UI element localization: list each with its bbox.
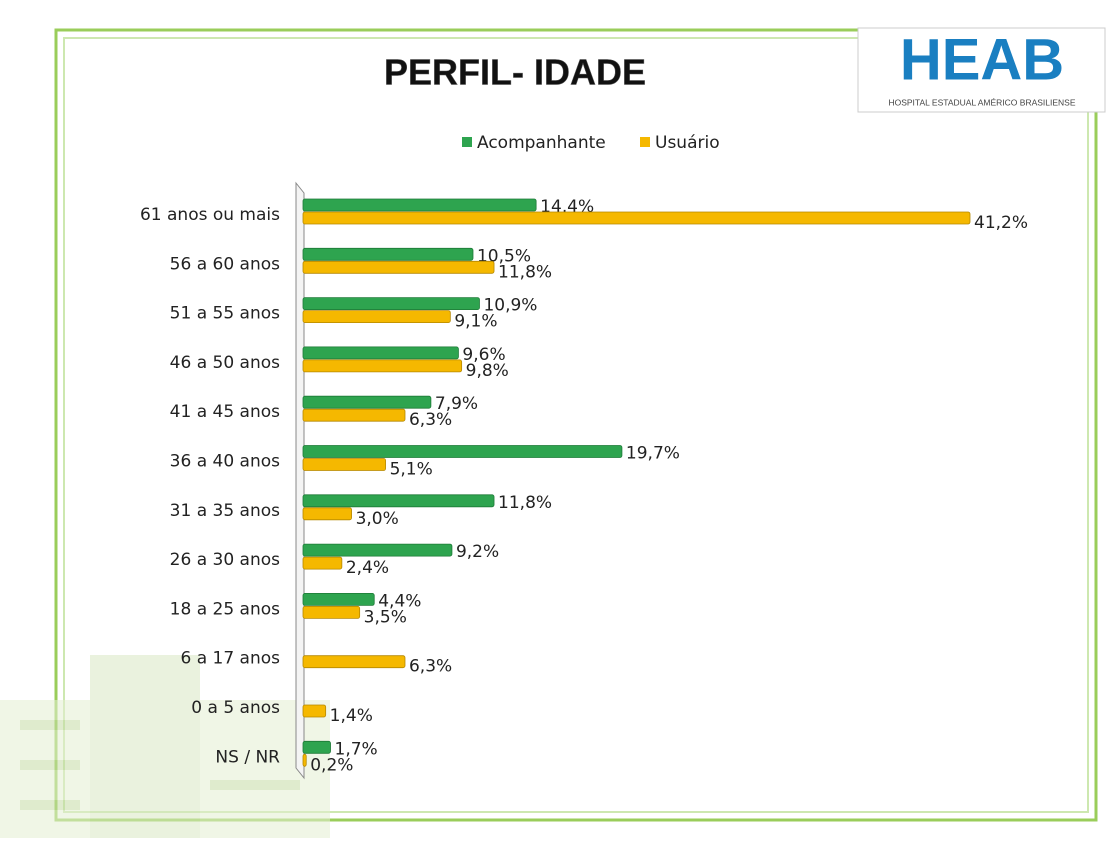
value-label: 3,0%: [356, 509, 399, 529]
value-label: 1,4%: [330, 706, 373, 726]
value-label: 11,8%: [498, 493, 552, 513]
bar: [303, 298, 479, 310]
value-label: 9,8%: [466, 361, 509, 381]
bar: [303, 199, 536, 211]
value-label: 5,1%: [390, 460, 433, 480]
y-tick-label: 46 a 50 anos: [170, 353, 280, 373]
bar: [303, 557, 342, 569]
y-tick-label: 36 a 40 anos: [170, 452, 280, 472]
building-window: [20, 760, 80, 770]
y-tick-label: 26 a 30 anos: [170, 550, 280, 570]
value-label: 6,3%: [409, 410, 452, 430]
value-label: 3,5%: [364, 607, 407, 627]
value-label: 6,3%: [409, 657, 452, 677]
bar: [303, 705, 326, 717]
building-window: [20, 800, 80, 810]
y-tick-label: NS / NR: [215, 747, 280, 767]
y-tick-label: 56 a 60 anos: [170, 254, 280, 274]
bar: [303, 212, 970, 224]
bar: [303, 311, 450, 323]
bar: [303, 459, 386, 471]
logo-text: HEAB: [900, 27, 1064, 92]
y-tick-label: 41 a 45 anos: [170, 402, 280, 422]
value-label: 2,4%: [346, 558, 389, 578]
bar: [303, 248, 473, 260]
bar: [303, 347, 458, 359]
bar: [303, 656, 405, 668]
bar: [303, 409, 405, 421]
legend-label: Acompanhante: [477, 133, 606, 153]
value-label: 0,2%: [310, 755, 353, 775]
bar: [303, 754, 306, 766]
bar: [303, 508, 352, 520]
building-window: [20, 720, 80, 730]
bar: [303, 606, 360, 618]
y-tick-label: 0 a 5 anos: [191, 698, 280, 718]
bar: [303, 544, 452, 556]
chart-title: PERFIL- IDADE: [384, 52, 646, 93]
value-label: 19,7%: [626, 444, 680, 464]
bar: [303, 446, 622, 458]
value-label: 9,2%: [456, 542, 499, 562]
y-tick-label: 51 a 55 anos: [170, 304, 280, 324]
legend-swatch: [640, 137, 650, 147]
slide: HEAB HOSPITAL ESTADUAL AMÉRICO BRASILIEN…: [0, 0, 1112, 838]
value-label: 11,8%: [498, 262, 552, 282]
legend-swatch: [462, 137, 472, 147]
legend-label: Usuário: [655, 133, 720, 153]
bar: [303, 261, 494, 273]
building-window: [210, 780, 300, 790]
bar: [303, 495, 494, 507]
y-tick-label: 61 anos ou mais: [140, 205, 280, 225]
y-tick-label: 6 a 17 anos: [180, 649, 280, 669]
bar: [303, 360, 462, 372]
building-tower: [90, 655, 200, 838]
y-tick-label: 31 a 35 anos: [170, 501, 280, 521]
bar: [303, 396, 431, 408]
y-tick-label: 18 a 25 anos: [170, 599, 280, 619]
value-label: 41,2%: [974, 213, 1028, 233]
logo-subtitle: HOSPITAL ESTADUAL AMÉRICO BRASILIENSE: [888, 97, 1075, 107]
bar: [303, 593, 374, 605]
bar: [303, 741, 331, 753]
value-label: 9,1%: [454, 312, 497, 332]
